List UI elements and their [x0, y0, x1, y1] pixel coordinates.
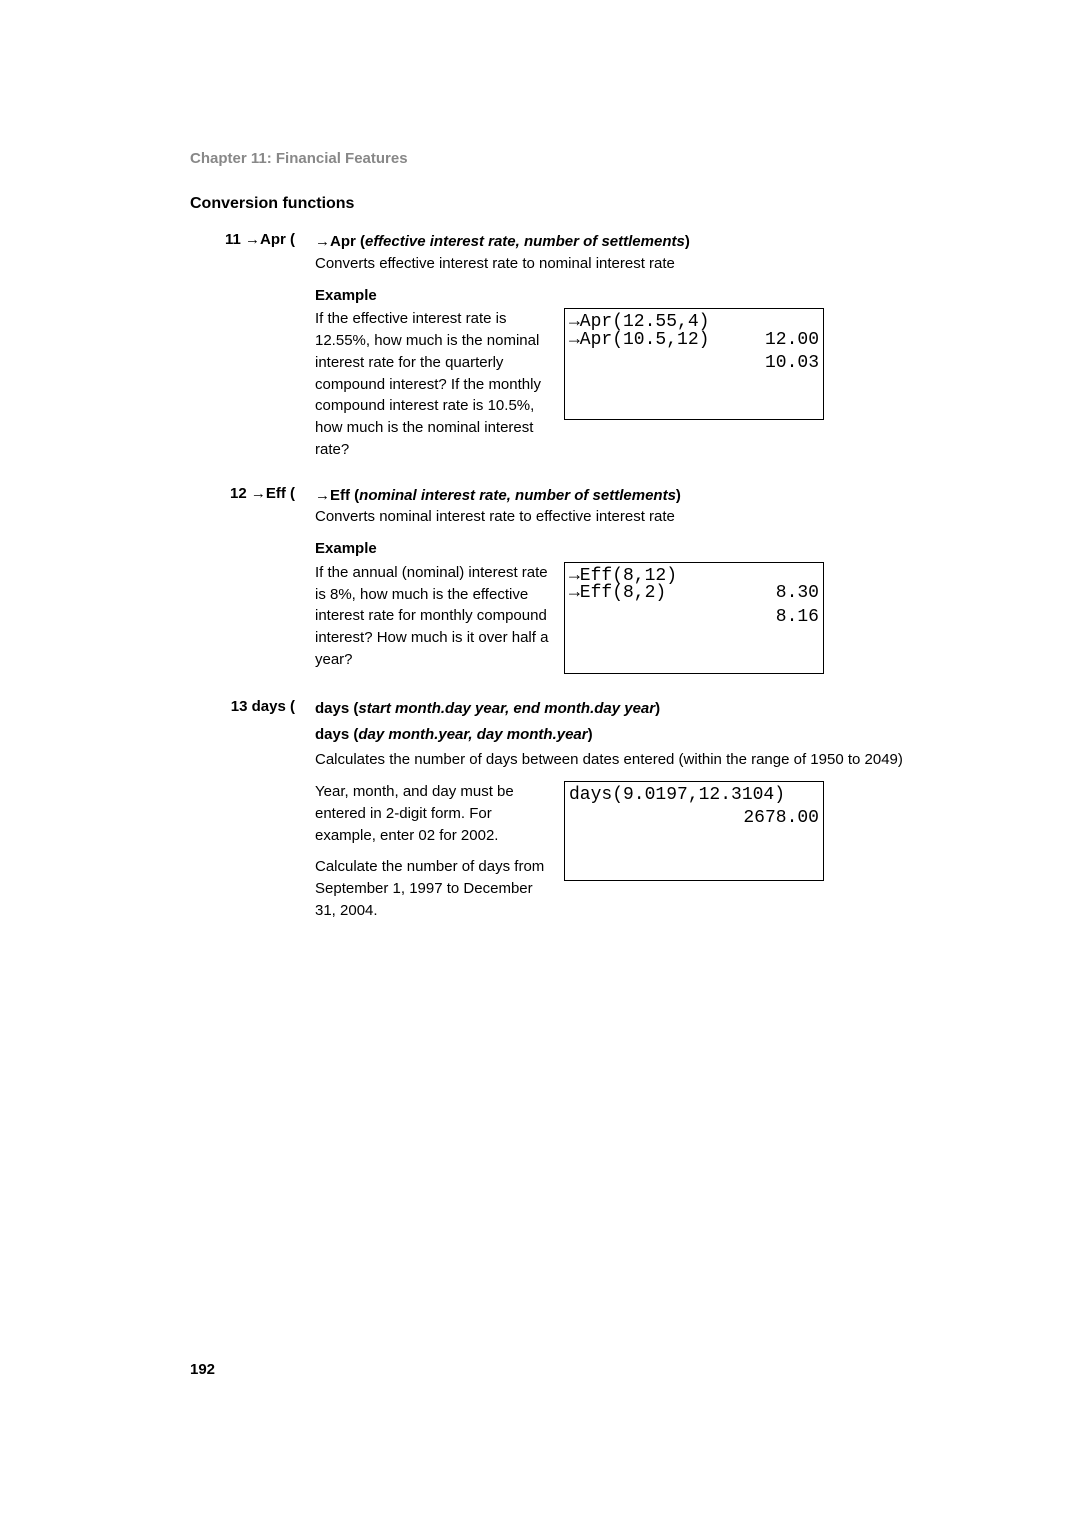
syntax-param: day month.year, day month.year [358, 726, 587, 743]
entry-days: 13 days ( days (start month.day year, en… [190, 698, 930, 922]
note-block: Year, month, and day must be entered in … [315, 781, 550, 846]
calc-right: 2678.00 [743, 807, 819, 830]
chapter-title: Chapter 11: Financial Features [190, 150, 930, 167]
syntax-suffix: ) [685, 233, 690, 250]
calc-line: →Apr(10.5,12) 12.00 [569, 329, 819, 352]
syntax-suffix: ) [676, 487, 681, 504]
calc-right: 8.30 [776, 582, 819, 605]
entry-body-days: days (start month.day year, end month.da… [315, 698, 930, 922]
example-text-eff: If the annual (nominal) interest rate is… [315, 562, 550, 674]
section-title: Conversion functions [190, 195, 930, 213]
example-row-apr: If the effective interest rate is 12.55%… [315, 308, 930, 460]
syntax-prefix: →Apr ( [315, 233, 365, 250]
entry-body-eff: →Eff (nominal interest rate, number of s… [315, 485, 930, 674]
entry-apr: 11 →Apr ( →Apr (effective interest rate,… [190, 231, 930, 461]
desc-apr: Converts effective interest rate to nomi… [315, 253, 930, 275]
example-text-days: Calculate the number of days from Septem… [315, 856, 550, 921]
calc-line: days(9.0197,12.3104) [569, 784, 819, 807]
syntax-prefix: days ( [315, 700, 358, 717]
calc-screen-eff: →Eff(8,12) →Eff(8,2)8.30 8.16 [564, 562, 824, 674]
calc-line: 8.16 [569, 606, 819, 629]
example-row-days-1: Year, month, and day must be entered in … [315, 781, 930, 922]
syntax-suffix: ) [588, 726, 593, 743]
calc-left: →Apr(10.5,12) [569, 329, 709, 352]
entry-label-days: 13 days ( [190, 698, 315, 922]
example-row-eff: If the annual (nominal) interest rate is… [315, 562, 930, 674]
calc-left: →Eff(8,2) [569, 582, 666, 605]
syntax-param: nominal interest rate, number of settlem… [359, 487, 676, 504]
calc-line: 2678.00 [569, 807, 819, 830]
syntax-days-2: days (day month.year, day month.year) [315, 724, 930, 746]
example-heading-apr: Example [315, 285, 930, 307]
example-heading-eff: Example [315, 538, 930, 560]
page-number: 192 [190, 1361, 215, 1378]
entry-eff: 12 →Eff ( →Eff (nominal interest rate, n… [190, 485, 930, 674]
page: Chapter 11: Financial Features Conversio… [0, 0, 1080, 1528]
example-text-apr: If the effective interest rate is 12.55%… [315, 308, 550, 460]
desc-days: Calculates the number of days between da… [315, 749, 930, 771]
entry-label-eff: 12 →Eff ( [190, 485, 315, 674]
syntax-suffix: ) [655, 700, 660, 717]
entry-body-apr: →Apr (effective interest rate, number of… [315, 231, 930, 461]
syntax-prefix: days ( [315, 726, 358, 743]
calc-screen-apr: →Apr(12.55,4) →Apr(10.5,12)12.00 10.03 [564, 308, 824, 420]
desc-eff: Converts nominal interest rate to effect… [315, 506, 930, 528]
calc-right: 8.16 [776, 606, 819, 629]
syntax-param: start month.day year, end month.day year [358, 700, 655, 717]
syntax-days-1: days (start month.day year, end month.da… [315, 698, 930, 720]
syntax-apr: →Apr (effective interest rate, number of… [315, 231, 930, 253]
syntax-eff: →Eff (nominal interest rate, number of s… [315, 485, 930, 507]
entry-label-apr: 11 →Apr ( [190, 231, 315, 461]
syntax-param: effective interest rate, number of settl… [365, 233, 685, 250]
calc-right: 12.00 [765, 329, 819, 352]
note-text-days: Year, month, and day must be entered in … [315, 781, 550, 922]
calc-line: →Eff(8,2) 8.30 [569, 582, 819, 605]
calc-screen-days: days(9.0197,12.3104) 2678.00 [564, 781, 824, 881]
calc-right: 10.03 [765, 352, 819, 375]
calc-line: 10.03 [569, 352, 819, 375]
calc-left: days(9.0197,12.3104) [569, 784, 785, 807]
syntax-prefix: →Eff ( [315, 487, 359, 504]
